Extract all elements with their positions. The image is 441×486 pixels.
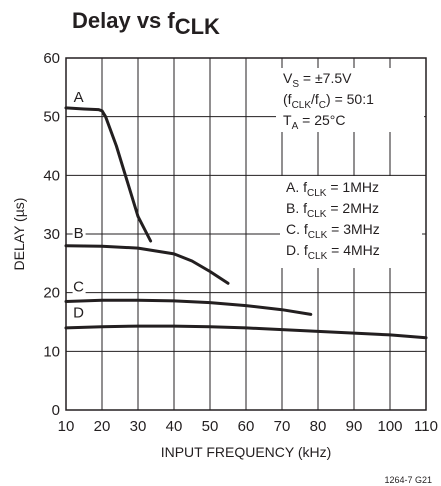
curve-label-background [72,279,86,295]
curve-label-background [72,305,86,321]
y-axis-label: DELAY (µs) [11,198,27,271]
curves [64,106,428,340]
x-tick-label: 20 [94,418,111,435]
y-tick-label: 40 [43,167,60,184]
conditions-annotation: VS = ±7.5V(fCLK/fC) = 50:1TA = 25°C [276,68,424,132]
x-tick-label: 80 [310,418,327,435]
chart-title-subscript: CLK [175,14,220,39]
x-tick-label: 100 [377,418,402,435]
curve-label-a: A [74,89,84,106]
y-tick-label: 60 [43,50,60,67]
condition-line: TA = 25°C [283,112,345,132]
curve-label-c: C [73,278,84,295]
x-tick-label: 40 [166,418,183,435]
conditions-background [276,68,424,132]
x-tick-label: 70 [274,418,291,435]
y-tick-label: 50 [43,109,60,126]
curve-label-background [72,226,86,242]
y-tick-label: 20 [43,285,60,302]
condition-line: VS = ±7.5V [283,70,352,90]
curve-labels: A B CD [72,89,86,321]
curve-d [64,324,428,340]
x-tick-label: 50 [202,418,219,435]
curve-c [64,298,313,316]
y-tick-label: 0 [52,402,60,419]
figure-id: 1264-7 G21 [384,475,432,485]
y-tick-labels: 0 10 20 30 40 50 60 [43,50,60,419]
chart-title: Delay vs fCLK [72,8,220,39]
x-tick-label: 60 [238,418,255,435]
y-tick-label: 10 [43,343,60,360]
curve-a [64,106,153,243]
legend-entry: D. fCLK = 4MHz [286,242,380,262]
x-tick-labels: 10 20 30 40 50 60 70 80 90 100 110 [58,418,438,435]
x-tick-label: 30 [130,418,147,435]
curve-label-b: B [74,225,84,242]
plot-frame [65,57,427,411]
curve-label-d: D [73,304,84,321]
x-tick-label: 10 [58,418,75,435]
legend-entry: C. fCLK = 3MHz [286,221,380,241]
condition-line: (fCLK/fC) = 50:1 [283,91,374,111]
y-tick-label: 30 [43,226,60,243]
legend-background [280,176,422,268]
x-tick-label: 90 [346,418,363,435]
legend-entry: B. fCLK = 2MHz [286,200,379,220]
x-axis-label: INPUT FREQUENCY (kHz) [161,444,332,460]
legend-entry: A. fCLK = 1MHz [286,179,379,199]
curve-b [64,244,230,285]
x-tick-label: 110 [414,418,438,435]
curve-label-background [72,90,86,105]
